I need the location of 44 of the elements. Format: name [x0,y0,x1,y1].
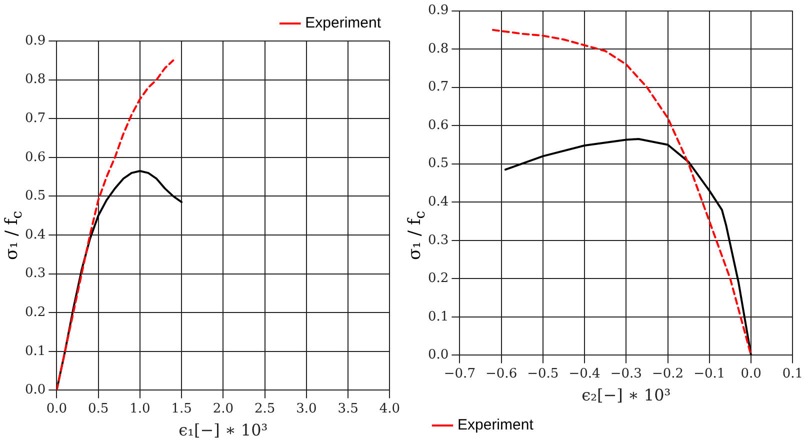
y-tick-label: 0.6 [428,118,449,133]
x-axis-title: ϵ₁[−] ∗ 10³ [178,420,268,440]
x-axis-title: ϵ₂[−] ∗ 10³ [582,386,671,405]
y-tick-label: 0.0 [428,348,449,363]
y-tick-label: 0.1 [24,344,46,359]
y-tick-label: 0.3 [24,266,46,282]
x-tick-label: 1.5 [171,401,192,416]
line-series [56,59,174,390]
y-tick-label: 0.2 [24,304,46,320]
x-tick-label: 1.0 [130,401,150,416]
x-tick-label: 3.0 [296,401,317,416]
legend-label: Experiment [305,14,382,32]
x-tick-label: 0.1 [782,366,804,382]
y-tick-label: 0.7 [24,110,46,126]
y-tick-label: 0.8 [24,72,46,88]
y-tick-label: 0.0 [24,382,46,398]
x-tick-label: −0.2 [652,366,684,382]
legend-label: Experiment [458,416,534,434]
x-tick-label: −0.6 [486,366,518,382]
x-tick-label: 0.5 [88,401,109,416]
x-tick-label: 2.0 [212,401,234,416]
y-tick-label: 0.9 [24,33,46,48]
x-tick-label: −0.4 [568,366,600,382]
y-tick-label: 0.5 [428,156,449,172]
x-tick-label: 3.5 [338,401,358,416]
y-tick-label: 0.4 [428,194,449,210]
x-tick-label: −0.3 [610,366,642,382]
y-tick-label: 0.1 [428,309,449,324]
y-tick-label: 0.7 [428,80,449,95]
y-tick-label: 0.4 [24,227,46,242]
y-tick-label: 0.9 [428,3,449,18]
y-tick-label: 0.3 [428,232,449,248]
x-tick-label: 0.0 [740,366,762,382]
x-tick-label: −0.1 [694,366,726,382]
x-tick-label: −0.5 [527,366,559,382]
y-tick-label: 0.6 [24,150,46,165]
x-tick-label: 2.5 [254,401,276,416]
x-tick-label: 4.0 [379,401,400,416]
y-tick-label: 0.2 [428,271,449,286]
y-tick-label: 0.8 [428,41,449,56]
x-tick-label: −0.7 [444,366,476,382]
x-tick-label: 0.0 [46,401,68,416]
line-series [492,28,752,356]
y-tick-label: 0.5 [24,188,46,204]
